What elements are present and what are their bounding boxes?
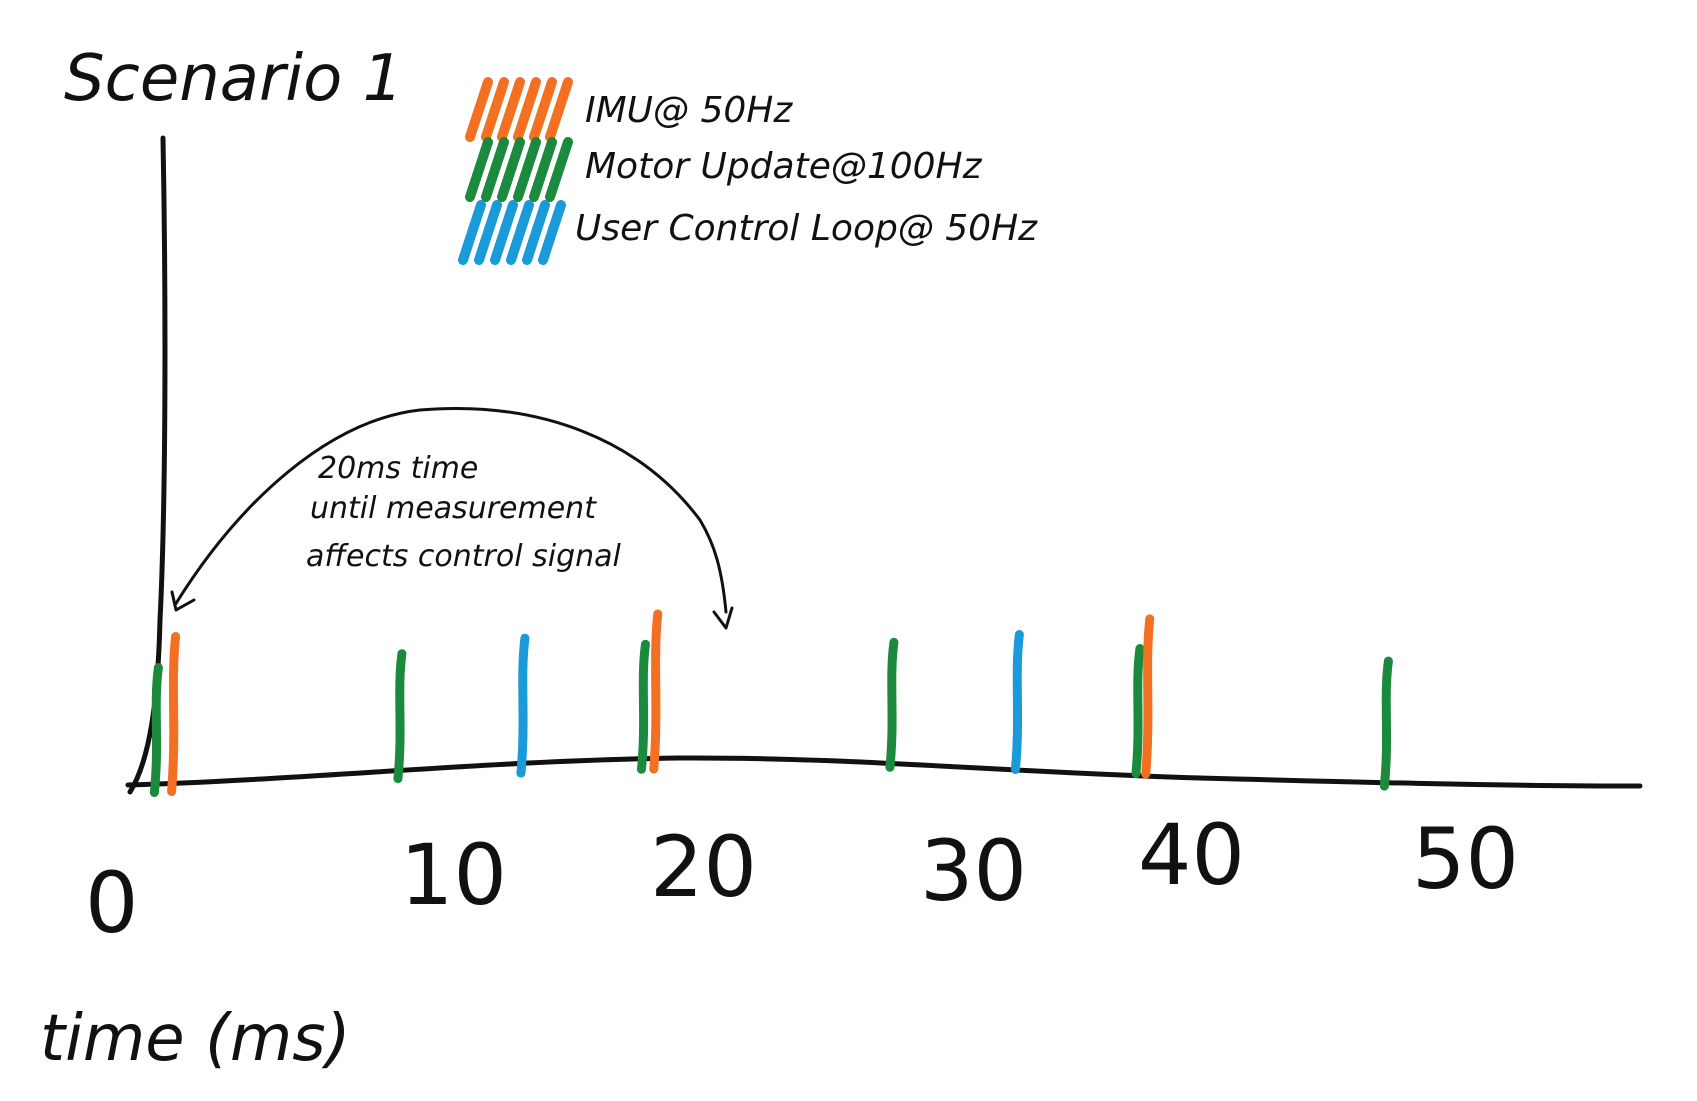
- tick-label-20: 20: [650, 818, 757, 916]
- event-mark-motor: [636, 639, 650, 774]
- arrowhead-left-icon: [170, 590, 196, 612]
- event-mark-motor: [149, 663, 163, 798]
- green-scribble-icon: [465, 137, 573, 202]
- tick-label-0: 0: [85, 854, 138, 952]
- diagram-title: Scenario 1: [64, 42, 403, 116]
- annotation-line-3: affects control signal: [306, 539, 622, 574]
- event-mark-imu: [1141, 614, 1155, 779]
- tick-label-10: 10: [400, 826, 507, 924]
- legend-label-imu: IMU@ 50Hz: [585, 90, 793, 131]
- blue-scribble-icon: [458, 200, 566, 265]
- tick-label-40: 40: [1138, 806, 1245, 904]
- annotation-line-2: until measurement: [310, 491, 597, 526]
- legend-label-motor: Motor Update@100Hz: [585, 146, 983, 187]
- event-marks: [149, 609, 1393, 798]
- event-mark-control: [1010, 630, 1024, 775]
- event-mark-motor: [1131, 644, 1145, 779]
- legend-scribble-stroke: [465, 137, 573, 202]
- event-mark-imu: [167, 632, 181, 797]
- event-mark-control: [516, 633, 530, 778]
- legend-item-control: User Control Loop@ 50Hz: [458, 200, 1038, 265]
- orange-scribble-icon: [465, 77, 573, 142]
- x-axis-label: time (ms): [40, 1002, 351, 1076]
- arrowhead-right-icon: [712, 606, 734, 630]
- annotation-arc: [173, 406, 728, 614]
- legend-label-control: User Control Loop@ 50Hz: [575, 208, 1038, 249]
- event-mark-imu: [649, 609, 663, 774]
- legend-item-motor: Motor Update@100Hz: [465, 137, 983, 202]
- y-axis-line: [127, 135, 168, 795]
- legend: IMU@ 50Hz Motor Update@100Hz User Contro…: [458, 77, 1038, 265]
- tick-label-50: 50: [1412, 810, 1519, 908]
- latency-annotation: 20ms time until measurement affects cont…: [170, 406, 734, 630]
- annotation-line-1: 20ms time: [318, 451, 478, 486]
- event-mark-motor: [393, 649, 407, 784]
- event-mark-motor: [885, 637, 899, 772]
- legend-scribble-stroke: [465, 77, 573, 142]
- event-mark-motor: [1379, 656, 1393, 791]
- legend-scribble-stroke: [458, 200, 566, 265]
- x-axis-line: [125, 755, 1643, 789]
- legend-item-imu: IMU@ 50Hz: [465, 77, 793, 142]
- x-axis-ticks: 0 10 20 30 40 50: [85, 806, 1519, 952]
- tick-label-30: 30: [920, 822, 1027, 920]
